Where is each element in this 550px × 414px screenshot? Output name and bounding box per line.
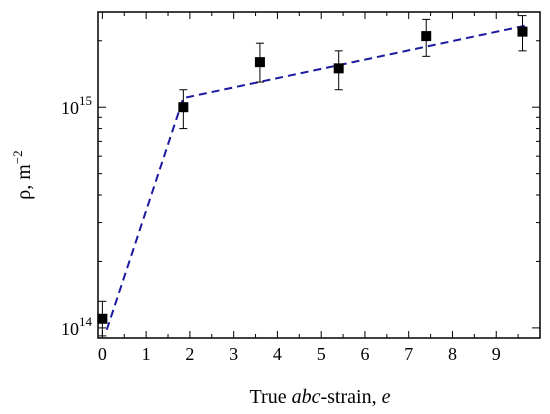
y-tick-label: 1014 (61, 314, 93, 339)
x-tick-label: 2 (185, 344, 194, 364)
x-tick-label: 3 (229, 344, 238, 364)
x-tick-label: 9 (492, 344, 501, 364)
x-tick-label: 1 (142, 344, 151, 364)
x-tick-label: 7 (404, 344, 413, 364)
axis-ticks (98, 12, 540, 339)
error-bars (98, 15, 527, 337)
x-tick-label: 0 (98, 344, 107, 364)
y-tick-labels: 1014 1015 (61, 93, 93, 339)
data-markers (97, 26, 528, 324)
x-tick-label: 4 (273, 344, 282, 364)
x-tick-label: 5 (317, 344, 326, 364)
y-tick-label: 1015 (61, 93, 92, 118)
x-tick-label: 6 (360, 344, 369, 364)
data-point (333, 63, 344, 74)
data-point (517, 26, 528, 37)
fit-line (105, 24, 528, 331)
x-tick-labels: 0 1 2 3 4 5 6 7 8 9 (98, 344, 501, 364)
x-axis-label: True abc-strain, e (250, 386, 391, 408)
plot-frame (97, 11, 541, 339)
data-point (254, 57, 265, 68)
data-point (178, 102, 189, 113)
y-axis-label: ρ, m−2 (10, 150, 35, 199)
data-point (421, 31, 432, 42)
data-point (97, 313, 108, 324)
x-tick-label: 8 (448, 344, 457, 364)
